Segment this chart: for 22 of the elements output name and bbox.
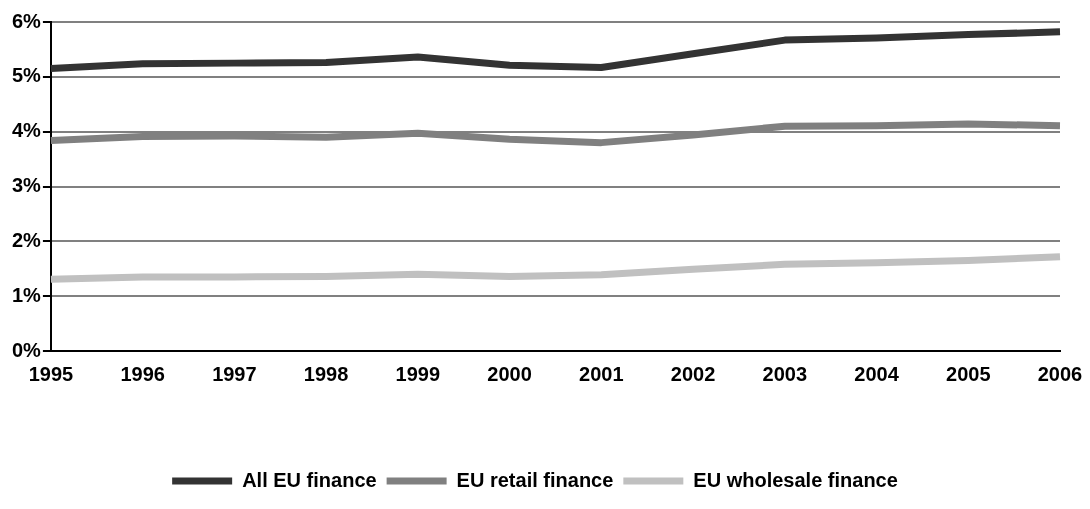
y-tick-label: 0% [12,338,42,361]
x-tick-label: 2003 [762,362,808,385]
x-tick-label: 2000 [487,362,532,385]
x-tick-label: 1997 [212,362,257,385]
legend-label: EU retail finance [456,468,614,491]
legend-label: All EU finance [242,468,377,491]
x-tick-label: 1999 [395,362,441,385]
x-tick-label: 2001 [579,362,624,385]
y-tick-label: 1% [12,283,42,306]
y-tick-label: 5% [12,64,42,87]
x-tick-label: 2006 [1037,362,1083,385]
y-tick-label: 6% [12,9,42,32]
x-tick-label: 2002 [670,362,716,385]
legend-label: EU wholesale finance [693,468,898,491]
y-tick-label: 3% [12,174,42,197]
x-tick-label: 1998 [303,362,349,385]
y-tick-label: 2% [12,228,42,251]
x-tick-label: 2005 [946,362,991,385]
x-tick-label: 1995 [28,362,74,385]
x-tick-label: 2004 [854,362,900,385]
y-tick-label: 4% [12,119,42,142]
x-tick-label: 1996 [120,362,165,385]
